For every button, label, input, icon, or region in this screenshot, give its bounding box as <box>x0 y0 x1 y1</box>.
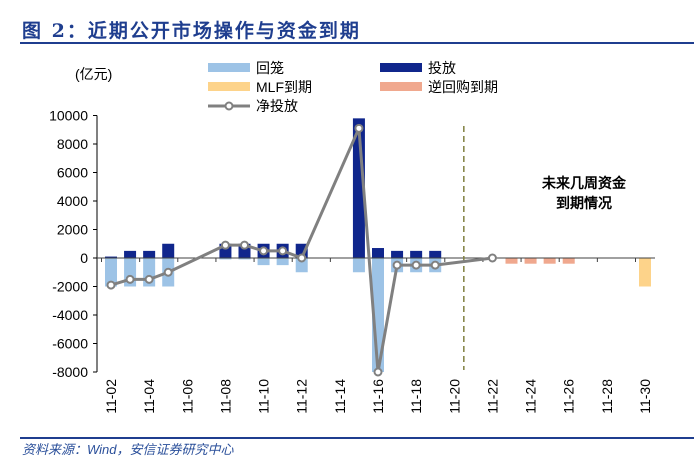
x-tick-label: 11-18 <box>408 379 424 414</box>
bar-11-18 <box>410 250 423 258</box>
legend-label-withdraw: 回笼 <box>256 60 284 76</box>
x-tick-label: 11-02 <box>103 379 119 414</box>
x-tick-label: 11-20 <box>446 379 462 414</box>
bar-11-19 <box>429 250 442 258</box>
legend-label-reverse-repo: 逆回购到期 <box>428 79 498 95</box>
net-point <box>125 274 135 284</box>
annotation-line-1: 未来几周资金 <box>542 175 627 191</box>
legend-label-mlf: MLF到期 <box>256 79 312 95</box>
bar-11-26 <box>562 258 575 264</box>
x-tick-label: 11-22 <box>484 379 500 414</box>
bar-11-23 <box>505 258 518 264</box>
x-tick-label: 11-10 <box>256 379 272 414</box>
net-point <box>106 280 116 290</box>
bar-11-04 <box>143 250 156 258</box>
net-point <box>240 240 249 250</box>
y-tick-label: -2000 <box>52 279 88 295</box>
x-tick-label: 11-16 <box>370 379 386 414</box>
legend-label-inject: 投放 <box>428 60 456 76</box>
unit-label: (亿元) <box>75 66 112 82</box>
legend-swatch-inject <box>380 63 422 72</box>
bars <box>105 118 651 372</box>
legend-swatch-withdraw <box>208 63 250 72</box>
figure-title: 图 2：近期公开市场操作与资金到期 <box>22 20 361 42</box>
y-tick-label: 4000 <box>57 193 88 209</box>
bar-11-09 <box>238 258 251 260</box>
bar-11-24 <box>524 258 537 264</box>
bar-11-05 <box>162 243 175 258</box>
bar-11-16 <box>372 248 384 258</box>
bar-11-02 <box>105 256 117 258</box>
y-tick-label: 10000 <box>49 108 88 124</box>
net-point <box>487 253 497 263</box>
net-point <box>392 260 402 270</box>
net-point <box>144 274 154 284</box>
x-tick-label: 11-14 <box>332 379 348 414</box>
y-axis: 10000 8000 6000 4000 2000 0 -2000 -4000 -6000 -80… <box>49 108 98 380</box>
net-point <box>354 123 364 133</box>
footer-rule <box>20 437 694 439</box>
net-point <box>220 240 230 250</box>
x-tick-label: 11-26 <box>561 379 577 414</box>
legend-marker-net <box>224 101 234 111</box>
legend-swatch-reverse-repo <box>380 82 422 91</box>
x-tick-label: 11-24 <box>523 379 539 414</box>
net-point <box>373 367 383 377</box>
bar-11-08 <box>219 258 232 260</box>
bar-11-03 <box>124 250 137 258</box>
legend-swatch-mlf <box>208 82 250 91</box>
y-tick-label: 0 <box>80 250 88 266</box>
x-tick-label: 11-30 <box>637 379 653 414</box>
y-tick-label: -8000 <box>52 364 88 380</box>
net-point <box>411 260 421 270</box>
bar-11-12 <box>295 258 308 273</box>
x-tick-label: 11-12 <box>294 379 310 414</box>
net-line <box>106 123 497 377</box>
net-point <box>163 267 173 277</box>
bar-11-02 <box>105 258 117 287</box>
net-point <box>430 260 440 270</box>
net-point <box>259 246 269 256</box>
bar-11-15 <box>352 258 365 273</box>
x-tick-label: 11-04 <box>141 379 157 414</box>
x-tick-label: 11-28 <box>599 379 615 414</box>
annotation-line-2: 到期情况 <box>556 195 612 211</box>
bar-11-17 <box>391 250 404 258</box>
x-tick-label: 11-06 <box>179 379 195 414</box>
net-point <box>278 246 288 256</box>
source-note: 资料来源：Wind，安信证券研究中心 <box>22 442 234 457</box>
bar-11-10 <box>257 258 270 266</box>
bar-11-11 <box>276 258 289 266</box>
x-axis: 11-02 11-04 11-06 11-08 11-10 11-12 11-14 11-16… <box>97 126 655 414</box>
y-tick-label: -6000 <box>52 336 88 352</box>
y-tick-label: 2000 <box>57 222 88 238</box>
bar-11-30 <box>639 258 651 287</box>
net-point <box>297 253 307 263</box>
x-tick-label: 11-08 <box>217 379 233 414</box>
y-tick-label: 6000 <box>57 165 88 181</box>
title-rule <box>20 42 694 44</box>
y-tick-label: -4000 <box>52 307 88 323</box>
y-tick-label: 8000 <box>57 136 88 152</box>
bar-11-25 <box>543 258 556 264</box>
legend: 回笼 投放 MLF到期 逆回购到期 净投放 <box>208 60 498 114</box>
legend-label-net: 净投放 <box>256 98 298 114</box>
